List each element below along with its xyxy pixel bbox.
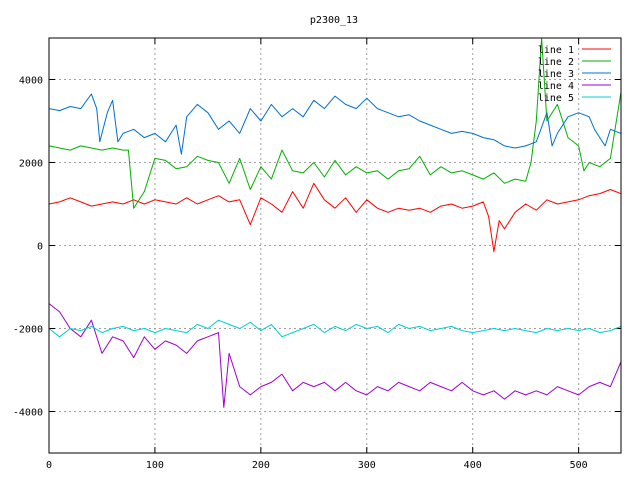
tick-label-y: 4000 — [19, 76, 43, 87]
tick-label-x: 300 — [358, 460, 376, 471]
tick-label-y: -2000 — [13, 325, 43, 336]
series-lines — [49, 38, 621, 408]
legend-label-3: line 3 — [538, 69, 574, 80]
tick-label-x: 100 — [146, 460, 164, 471]
tick-label-y: 0 — [37, 242, 43, 253]
series-line-4 — [49, 303, 621, 408]
legend-label-4: line 4 — [538, 81, 574, 92]
axis-ticks: 0 100 200 300 400 500 -4000 -2000 0 2000 4000 — [13, 38, 621, 471]
tick-label-y: 2000 — [19, 159, 43, 170]
series-line-5 — [49, 319, 621, 338]
legend-label-5: line 5 — [538, 93, 574, 104]
plot-area-border — [48, 37, 622, 454]
tick-label-x: 400 — [464, 460, 482, 471]
series-line-3 — [49, 93, 621, 155]
legend-label-1: line 1 — [538, 45, 574, 56]
tick-label-x: 200 — [252, 460, 270, 471]
tick-label-x: 500 — [570, 460, 588, 471]
series-line-1 — [49, 182, 621, 253]
series-line-2 — [49, 38, 621, 209]
tick-label-y: -4000 — [13, 408, 43, 419]
chart-title: p2300_13 — [310, 15, 358, 26]
legend-label-2: line 2 — [538, 57, 574, 68]
grid — [49, 38, 621, 453]
tick-label-x: 0 — [46, 460, 52, 471]
